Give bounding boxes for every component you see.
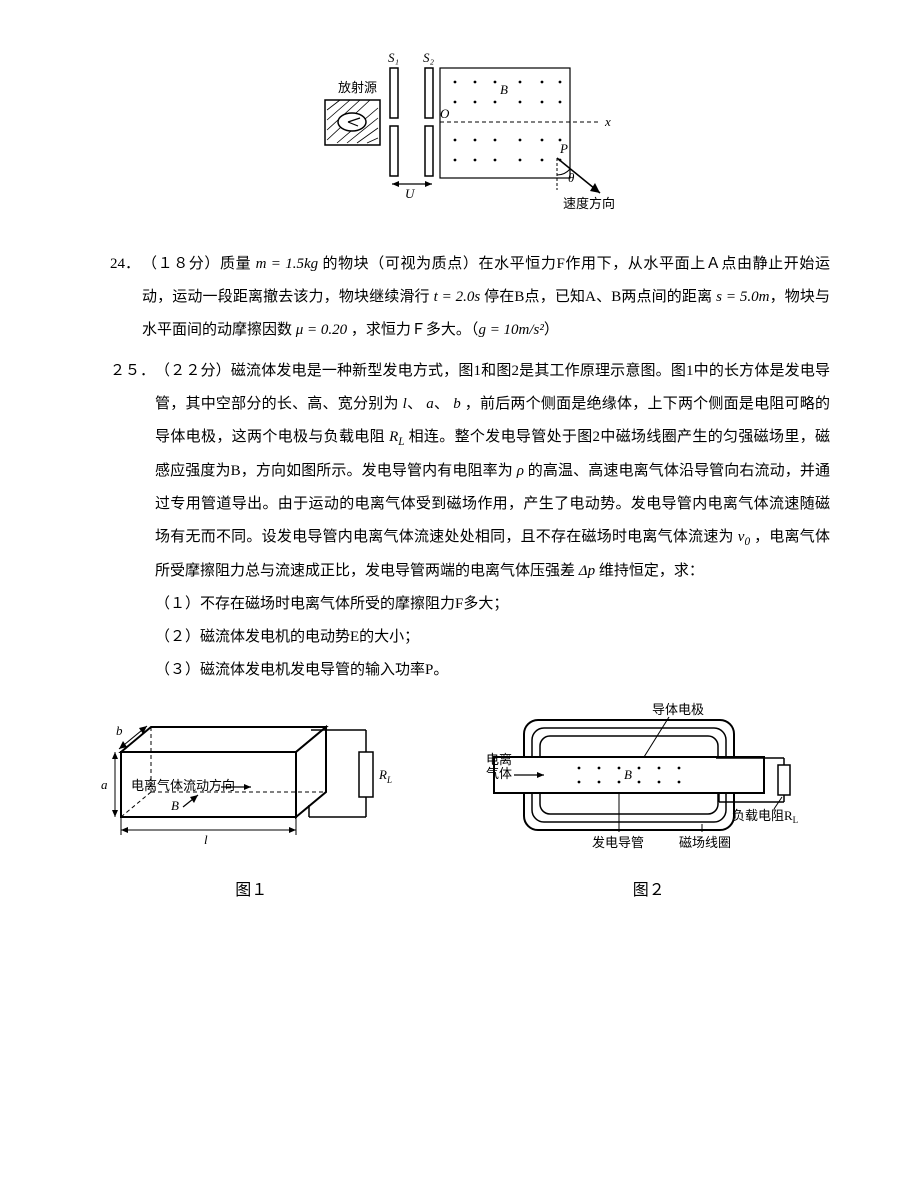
figure-1: a b l 电离气体流动方向 B RL 图１ [91,702,411,908]
fig2-caption: 图２ [484,873,814,908]
svg-text:电离气体流动方向: 电离气体流动方向 [131,778,235,793]
var-b: b [453,396,461,412]
svg-text:B: B [624,767,632,782]
svg-text:负载电阻RL: 负载电阻RL [732,808,798,825]
problem-25-points: （２２分） [155,363,231,379]
svg-text:导体电极: 导体电极 [652,702,704,717]
p25-sub1: （１）不存在磁场时电离气体所受的摩擦阻力F多大； [155,588,830,621]
problem-24: 24． （１８分）质量 m = 1.5kg 的物块（可视为质点）在水平恒力F作用… [110,248,830,347]
problem-25-number: ２５． [110,355,155,687]
p24-t5: ，求恒力Ｆ多大。（ [351,322,479,338]
eq-g: g = 10m/s² [478,322,543,338]
svg-text:RL: RL [378,767,392,785]
svg-text:O: O [440,106,450,121]
problem-24-points: （１８分） [142,256,220,272]
svg-text:S₁: S₁ [388,50,399,65]
eq-s: s = 5.0m [716,289,769,305]
p25-sub3: （３）磁流体发电机发电导管的输入功率P。 [155,654,830,687]
p25-sub2: （２）磁流体发电机的电动势E的大小； [155,621,830,654]
svg-text:S₂: S₂ [423,50,435,65]
svg-text:b: b [116,723,123,738]
svg-text:电离: 电离 [486,752,512,767]
label-source: 放射源 [338,80,377,95]
svg-text:B: B [171,798,179,813]
svg-text:速度方向: 速度方向 [563,196,615,211]
svg-text:U: U [405,186,416,201]
svg-text:磁场线圈: 磁场线圈 [679,835,731,850]
eq-t: t = 2.0s [434,289,481,305]
var-a: a [426,396,434,412]
svg-text:气体: 气体 [486,766,512,781]
p25-s2: 、 [434,396,449,412]
svg-text:P: P [559,141,568,156]
var-rho: ρ [517,463,524,479]
var-RL: RL [389,429,404,445]
fig1-caption: 图１ [91,873,411,908]
p25-t6: 维持恒定，求： [599,563,704,579]
svg-text:B: B [500,82,508,97]
problem-25: ２５． （２２分）磁流体发电是一种新型发电方式，图1和图2是其工作原理示意图。图… [110,355,830,687]
bottom-figures: a b l 电离气体流动方向 B RL 图１ [75,702,830,908]
p25-s1: 、 [407,396,422,412]
svg-text:l: l [204,832,208,847]
eq-m: m = 1.5kg [256,256,319,272]
eq-mu: μ = 0.20 [296,322,347,338]
p24-t6: ） [544,322,559,338]
p24-t1: 质量 [220,256,251,272]
figure-2: B 导体电极 电离 气体 发电导管 磁场线圈 负载电阻RL 图２ [484,702,814,908]
top-figure: 放射源 S₁ S₂ U B O x P θ 速度方向 [110,40,830,228]
svg-text:θ: θ [568,170,575,185]
svg-text:发电导管: 发电导管 [592,835,644,850]
p24-t3: 停在B点，已知A、B两点间的距离 [484,289,712,305]
svg-text:a: a [101,777,108,792]
problem-24-number: 24． [110,248,142,347]
svg-text:x: x [604,114,611,129]
var-v0: v0 [738,529,750,545]
var-dp: Δp [579,563,595,579]
